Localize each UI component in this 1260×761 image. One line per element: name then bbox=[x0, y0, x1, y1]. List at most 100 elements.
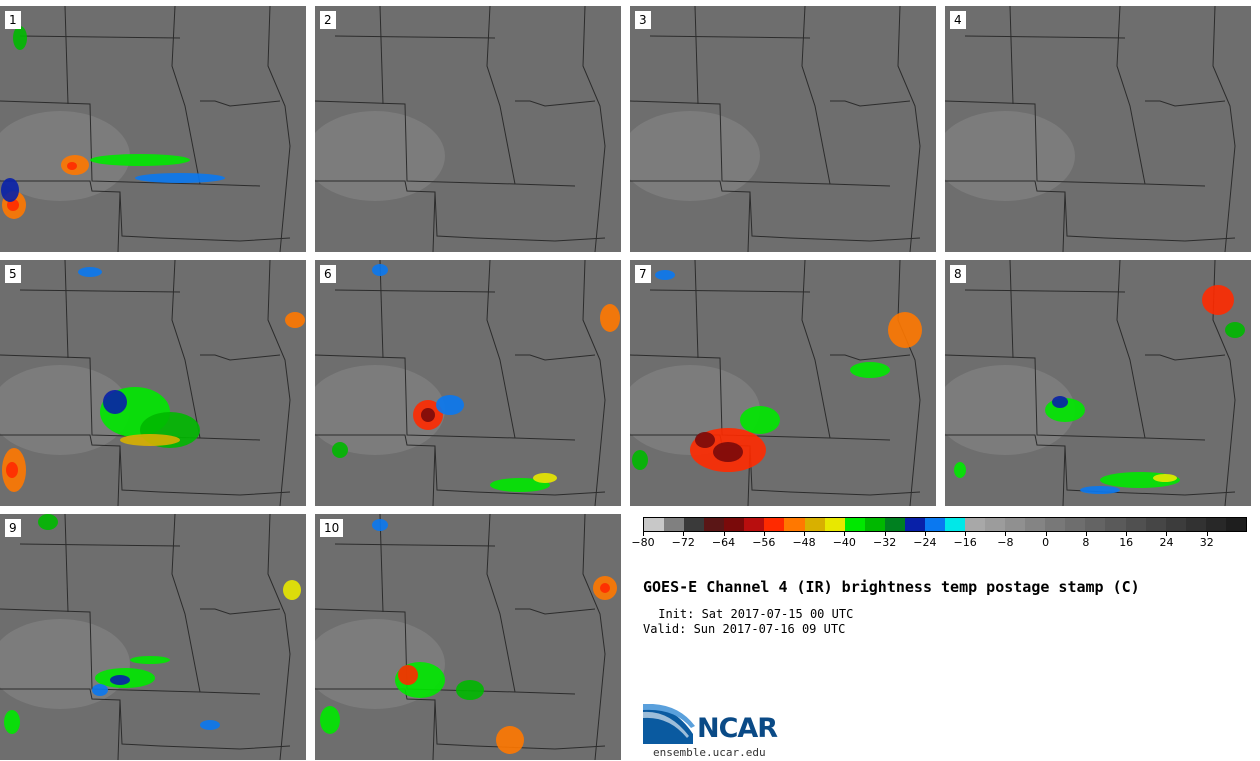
cloud-top-region bbox=[655, 270, 675, 280]
state-border bbox=[200, 354, 281, 361]
state-border bbox=[64, 6, 69, 105]
cloud-top-region bbox=[283, 580, 301, 600]
state-border bbox=[171, 260, 201, 439]
cloud-top-region bbox=[1, 178, 19, 202]
colorbar-tick bbox=[1005, 532, 1007, 536]
cloud-top-region bbox=[740, 406, 780, 434]
cloud-top-region bbox=[120, 434, 180, 446]
panel-label: 5 bbox=[5, 265, 21, 283]
stamp-panel-6: 6 bbox=[315, 260, 621, 506]
state-border bbox=[582, 260, 606, 506]
colorbar-tick-label: −72 bbox=[671, 536, 695, 549]
state-border bbox=[315, 354, 576, 441]
cloud-top-region bbox=[130, 656, 170, 664]
colorbar-tick-label: 16 bbox=[1119, 536, 1134, 549]
state-border bbox=[117, 191, 121, 252]
state-border bbox=[64, 514, 69, 613]
state-border bbox=[171, 6, 201, 185]
cloud-top-region bbox=[320, 706, 340, 734]
state-border bbox=[945, 180, 1236, 242]
colorbar-swatch bbox=[1085, 518, 1106, 531]
colorbar-swatch bbox=[704, 518, 725, 531]
cloud-top-region bbox=[135, 173, 225, 183]
cloud-top-region bbox=[496, 726, 524, 754]
stamp-panel-3: 3 bbox=[630, 6, 936, 252]
state-border bbox=[19, 35, 181, 39]
cloud-top-region bbox=[713, 442, 743, 462]
state-border bbox=[267, 260, 291, 506]
panel-label: 4 bbox=[950, 11, 966, 29]
state-border bbox=[486, 514, 516, 693]
cloud-top-region bbox=[632, 450, 648, 470]
panel-label: 10 bbox=[320, 519, 344, 537]
state-border bbox=[19, 289, 181, 293]
colorbar-tick bbox=[763, 532, 765, 536]
state-border bbox=[1062, 445, 1066, 506]
colorbar-tick-label: −48 bbox=[792, 536, 816, 549]
colorbar-swatch bbox=[1045, 518, 1066, 531]
cloud-top-region bbox=[533, 473, 557, 483]
state-border bbox=[945, 434, 1236, 496]
colorbar-tick-label: −8 bbox=[997, 536, 1014, 549]
colorbar-tick bbox=[1126, 532, 1128, 536]
state-border bbox=[1116, 260, 1146, 439]
stamp-panel-8: 8 bbox=[945, 260, 1251, 506]
satellite-map bbox=[630, 260, 922, 506]
state-border bbox=[0, 608, 261, 695]
state-border bbox=[830, 354, 911, 361]
colorbar-tick bbox=[1085, 532, 1087, 536]
satellite-map bbox=[315, 514, 617, 760]
state-border bbox=[379, 6, 384, 105]
state-border bbox=[801, 260, 831, 439]
colorbar-tick bbox=[683, 532, 685, 536]
colorbar-swatch bbox=[1105, 518, 1126, 531]
state-border bbox=[267, 6, 291, 252]
stamp-panel-10: 10 bbox=[315, 514, 621, 760]
state-border bbox=[649, 35, 811, 39]
satellite-map bbox=[315, 6, 606, 252]
cloud-top-region bbox=[4, 710, 20, 734]
state-border bbox=[0, 354, 261, 441]
colorbar-tick bbox=[804, 532, 806, 536]
state-border bbox=[315, 100, 576, 187]
satellite-map bbox=[315, 260, 620, 506]
colorbar-tick-label: −64 bbox=[711, 536, 736, 549]
state-border bbox=[334, 35, 496, 39]
cloud-top-region bbox=[600, 304, 620, 332]
colorbar-tick-label: −56 bbox=[752, 536, 776, 549]
cloud-top-region bbox=[600, 583, 610, 593]
colorbar-tick bbox=[643, 532, 644, 536]
cloud-top-region bbox=[436, 395, 464, 415]
cloud-top-region bbox=[1080, 486, 1120, 494]
state-border bbox=[1116, 6, 1146, 185]
stamp-panel-2: 2 bbox=[315, 6, 621, 252]
state-border bbox=[117, 445, 121, 506]
state-border bbox=[200, 100, 281, 107]
cloud-top-region bbox=[13, 26, 27, 50]
colorbar-swatch bbox=[724, 518, 745, 531]
cloud-top-region bbox=[1153, 474, 1177, 482]
colorbar-tick bbox=[924, 532, 926, 536]
cloud-top-region bbox=[695, 432, 715, 448]
state-border bbox=[1009, 6, 1014, 105]
cloud-top-region bbox=[1052, 396, 1068, 408]
colorbar bbox=[643, 517, 1247, 532]
state-border bbox=[1145, 100, 1226, 107]
ncar-logo-icon bbox=[643, 704, 695, 744]
colorbar-swatch bbox=[684, 518, 705, 531]
state-border bbox=[515, 100, 596, 107]
state-border bbox=[1009, 260, 1014, 359]
cloud-top-region bbox=[103, 390, 127, 414]
colorbar-swatch bbox=[1225, 518, 1246, 531]
cloud-top-region bbox=[90, 154, 190, 166]
cloud-top-region bbox=[78, 267, 102, 277]
cloud-top-region bbox=[372, 519, 388, 531]
colorbar-swatch bbox=[924, 518, 945, 531]
cloud-top-region bbox=[372, 264, 388, 276]
state-border bbox=[582, 514, 606, 760]
colorbar-swatch bbox=[784, 518, 805, 531]
cloud-top-region bbox=[398, 665, 418, 685]
colorbar-swatch bbox=[864, 518, 885, 531]
colorbar-swatch bbox=[824, 518, 845, 531]
figure-title: GOES-E Channel 4 (IR) brightness temp po… bbox=[643, 578, 1140, 596]
